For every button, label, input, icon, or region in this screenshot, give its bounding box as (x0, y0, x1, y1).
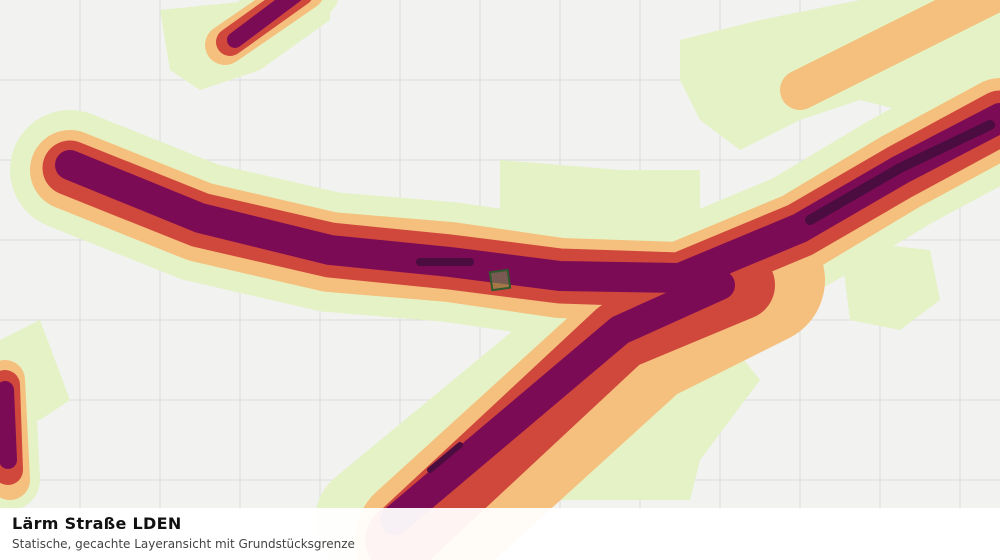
noise-band-dark (416, 120, 995, 473)
map-footer: Lärm Straße LDEN Statische, gecachte Lay… (0, 508, 1000, 560)
layer-title: Lärm Straße LDEN (12, 514, 182, 533)
parcel-boundary (488, 268, 512, 292)
layer-subtitle: Statische, gecachte Layeransicht mit Gru… (12, 537, 355, 551)
